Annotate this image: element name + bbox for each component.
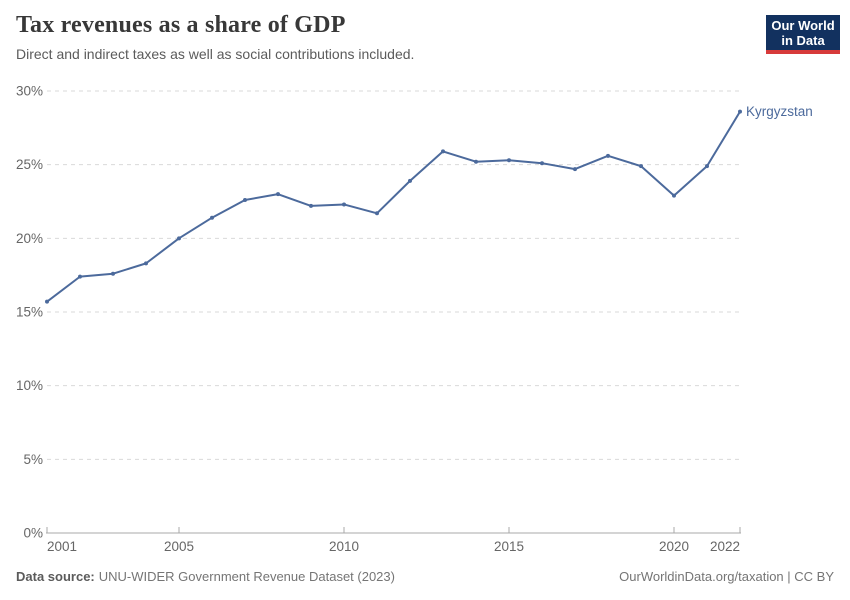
x-tick-label: 2001 — [47, 539, 77, 554]
data-source-label: Data source: — [16, 569, 95, 584]
data-point — [474, 159, 478, 164]
chart-header: Tax revenues as a share of GDP Direct an… — [16, 12, 840, 62]
series-line — [46, 110, 741, 303]
y-tick-label: 25% — [16, 157, 43, 172]
x-tick-label: 2005 — [164, 539, 194, 554]
credit-link[interactable]: OurWorldinData.org/taxation | CC BY — [619, 569, 834, 584]
logo-line2: in Data — [781, 33, 825, 48]
series-label-kyrgyzstan[interactable]: Kyrgyzstan — [746, 103, 813, 119]
data-point — [705, 164, 709, 169]
data-point — [342, 202, 346, 207]
data-point — [45, 299, 49, 304]
x-tick-label: 2015 — [494, 539, 524, 554]
data-point — [177, 236, 181, 241]
logo-line1: Our World — [771, 18, 835, 33]
y-tick-label: 30% — [16, 84, 43, 99]
data-source-value: UNU-WIDER Government Revenue Dataset (20… — [98, 569, 395, 584]
data-point — [78, 274, 82, 279]
data-point — [309, 203, 313, 208]
data-point — [111, 271, 115, 276]
y-tick-label: 0% — [23, 526, 43, 541]
data-point — [606, 153, 610, 158]
data-point — [375, 211, 379, 216]
x-tick-label: 2020 — [659, 539, 689, 554]
chart-footer: Data source: UNU-WIDER Government Revenue… — [16, 569, 834, 584]
data-point — [672, 193, 676, 198]
data-point — [540, 161, 544, 166]
data-point — [144, 261, 148, 266]
data-source: Data source: UNU-WIDER Government Revenue… — [16, 569, 395, 584]
data-point — [441, 149, 445, 154]
data-point — [243, 198, 247, 203]
data-point — [210, 215, 214, 220]
y-tick-label: 15% — [16, 305, 43, 320]
owid-logo[interactable]: Our World in Data — [766, 15, 840, 54]
data-point — [573, 167, 577, 172]
y-tick-label: 5% — [23, 452, 43, 467]
data-point — [507, 158, 511, 163]
data-point — [639, 164, 643, 169]
data-point — [738, 109, 742, 114]
title-block: Tax revenues as a share of GDP Direct an… — [16, 12, 414, 62]
y-tick-label: 10% — [16, 378, 43, 393]
x-tick-label: 2022 — [710, 539, 740, 554]
data-point — [276, 192, 280, 197]
data-point — [408, 178, 412, 183]
y-tick-label: 20% — [16, 231, 43, 246]
page-title: Tax revenues as a share of GDP — [16, 12, 346, 38]
x-tick-label: 2010 — [329, 539, 359, 554]
chart-subtitle: Direct and indirect taxes as well as soc… — [16, 46, 415, 62]
